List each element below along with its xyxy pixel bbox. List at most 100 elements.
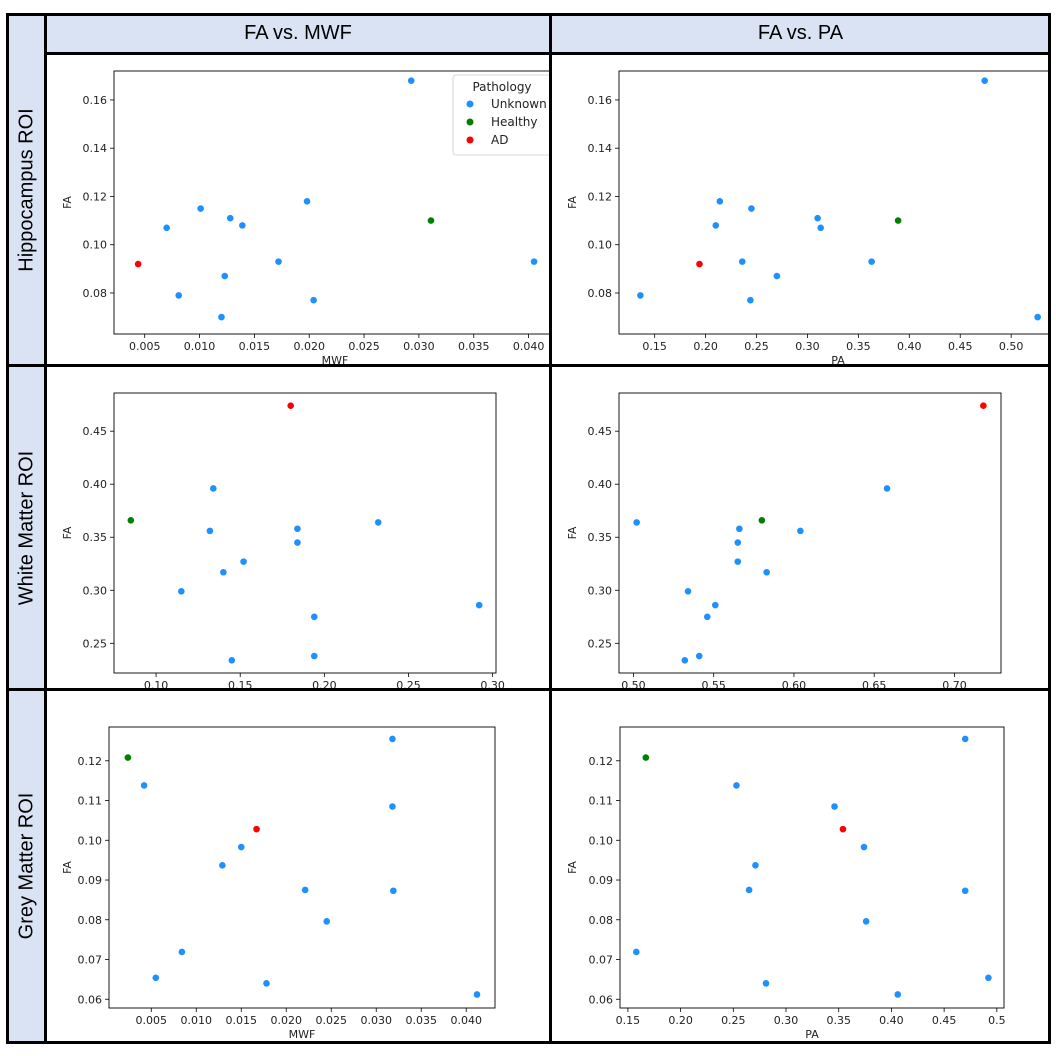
y-tick-label: 0.09 — [589, 874, 614, 887]
data-point-unknown — [752, 862, 759, 869]
x-tick-label: 0.030 — [403, 340, 435, 353]
x-tick-label: 0.005 — [129, 340, 161, 353]
panel-white-matter-pa: 0.50 0.55 0.60 0.65 0.70 0.25 0.30 0.35 0.40 0.45… — [552, 367, 1048, 688]
x-tick-label: 0.35 — [846, 340, 871, 353]
data-point-healthy — [894, 217, 902, 224]
axes-frame — [619, 726, 1005, 1009]
data-point-unknown — [140, 782, 148, 789]
x-tick-label: 0.010 — [181, 1014, 213, 1027]
data-point-unknown — [797, 527, 804, 535]
scatter-plot: 0.005 0.010 0.015 0.020 0.025 0.030 0.035 0.040… — [61, 726, 496, 1041]
data-point-unknown — [218, 313, 225, 321]
x-tick-label: 0.035 — [405, 1014, 437, 1027]
x-tick-label: 0.015 — [226, 1014, 258, 1027]
x-tick-label: 0.45 — [932, 1014, 957, 1027]
data-point-unknown — [1034, 313, 1041, 321]
data-point-unknown — [733, 782, 740, 789]
data-point-ad — [253, 825, 260, 833]
data-point-unknown — [209, 485, 217, 492]
x-tick-label: 0.030 — [360, 1014, 392, 1027]
y-tick-label: 0.06 — [589, 993, 614, 1006]
data-point-unknown — [763, 568, 770, 576]
data-point-unknown — [738, 258, 746, 265]
axes-frame — [108, 726, 496, 1009]
data-point-unknown — [175, 292, 183, 299]
x-tick-label: 0.65 — [862, 679, 887, 688]
table-border-bottom — [7, 1041, 1050, 1044]
column-header-pa: FA vs. PA — [552, 15, 1049, 52]
data-point-unknown — [961, 887, 969, 895]
scatter-plot: 0.50 0.55 0.60 0.65 0.70 0.25 0.30 0.35 0.40 0.45… — [566, 392, 1002, 688]
data-point-healthy — [642, 754, 650, 761]
y-tick-label: 0.12 — [588, 190, 613, 203]
y-tick-label: 0.08 — [83, 287, 108, 300]
data-point-unknown — [530, 258, 538, 265]
data-point-unknown — [734, 539, 742, 546]
y-tick-label: 0.12 — [83, 190, 108, 203]
data-point-ad — [696, 260, 703, 268]
y-tick-label: 0.40 — [588, 478, 613, 491]
data-point-unknown — [221, 272, 229, 280]
y-tick-label: 0.35 — [83, 531, 108, 544]
panel-grey-matter-mwf: 0.005 0.010 0.015 0.020 0.025 0.030 0.035 0.040… — [47, 691, 549, 1041]
table-border-top — [7, 13, 1050, 16]
data-point-unknown — [228, 656, 236, 664]
data-point-unknown — [206, 527, 214, 535]
data-point-unknown — [294, 525, 301, 533]
data-point-healthy — [127, 516, 135, 524]
x-axis-label: MWF — [289, 1028, 316, 1041]
legend-marker-ad — [466, 136, 474, 144]
table-border-header — [45, 52, 1050, 55]
data-point-unknown — [310, 296, 317, 304]
x-tick-label: 0.40 — [879, 1014, 904, 1027]
table-border-left — [6, 13, 9, 1044]
row-header-hippocampus-label: Hippocampus ROI — [15, 107, 37, 272]
x-tick-label: 0.50 — [621, 679, 646, 688]
x-tick-label: 0.15 — [642, 340, 667, 353]
y-tick-label: 0.10 — [78, 834, 103, 847]
y-tick-label: 0.25 — [588, 637, 613, 650]
data-point-unknown — [219, 862, 226, 869]
data-point-unknown — [817, 224, 824, 232]
data-point-unknown — [310, 652, 318, 660]
x-tick-label: 0.15 — [228, 679, 253, 688]
data-point-unknown — [681, 656, 689, 664]
data-point-unknown — [734, 558, 742, 565]
x-tick-label: 0.025 — [315, 1014, 347, 1027]
x-tick-label: 0.010 — [184, 340, 216, 353]
data-point-unknown — [374, 519, 382, 526]
legend-label-healthy: Healthy — [491, 115, 538, 129]
x-tick-label: 0.025 — [348, 340, 380, 353]
y-tick-label: 0.12 — [589, 755, 614, 768]
data-point-unknown — [712, 601, 719, 609]
data-point-unknown — [633, 948, 640, 956]
data-point-unknown — [748, 205, 755, 212]
data-point-healthy — [124, 754, 132, 761]
x-tick-label: 0.40 — [897, 340, 922, 353]
y-tick-label: 0.40 — [83, 478, 108, 491]
x-axis-label: PA — [831, 354, 845, 364]
y-tick-label: 0.30 — [588, 584, 613, 597]
y-tick-label: 0.11 — [589, 795, 614, 808]
data-point-unknown — [263, 980, 270, 987]
data-point-unknown — [862, 918, 870, 925]
y-tick-label: 0.14 — [588, 142, 613, 155]
row-header-hippocampus: Hippocampus ROI — [8, 15, 45, 364]
data-point-ad — [134, 260, 142, 268]
data-point-unknown — [814, 214, 821, 222]
data-point-unknown — [323, 918, 331, 925]
y-tick-label: 0.09 — [78, 874, 103, 887]
x-tick-label: 0.25 — [396, 679, 421, 688]
x-tick-label: 0.040 — [450, 1014, 482, 1027]
scatter-plot: 0.15 0.20 0.25 0.30 0.35 0.40 0.45 0.50 0.08 0.10… — [566, 70, 1048, 364]
legend-title: Pathology — [472, 80, 531, 94]
data-point-unknown — [703, 613, 711, 621]
x-tick-label: 0.35 — [826, 1014, 851, 1027]
data-point-unknown — [275, 258, 282, 265]
data-point-unknown — [237, 843, 245, 851]
table-border-rowhdr — [44, 13, 47, 1044]
data-point-unknown — [747, 296, 754, 304]
row-header-white-matter-label: White Matter ROI — [15, 450, 37, 605]
data-point-unknown — [178, 588, 185, 595]
